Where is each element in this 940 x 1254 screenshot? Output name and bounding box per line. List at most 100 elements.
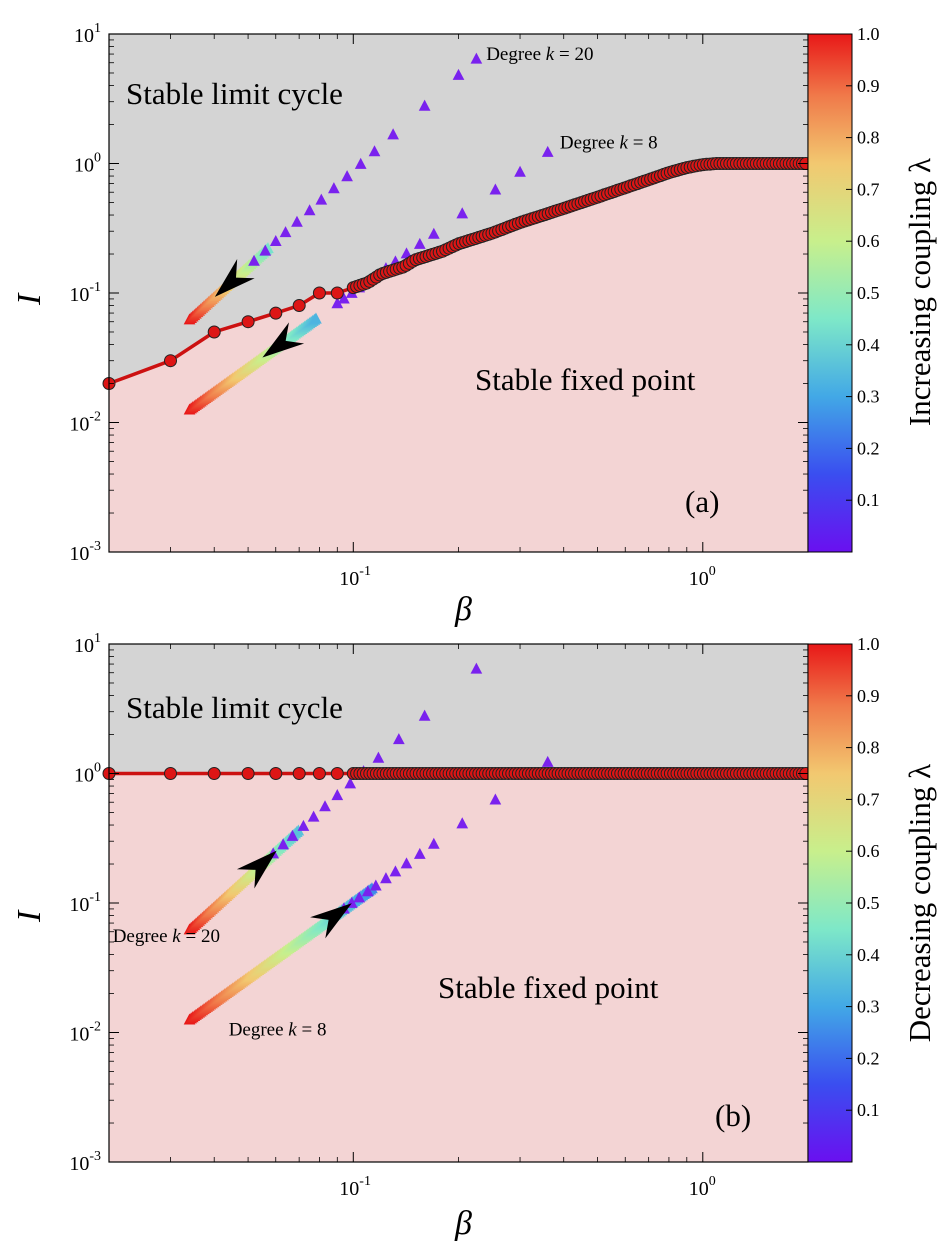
colorbar-tick-label: 0.1 xyxy=(857,1100,880,1120)
series-marker xyxy=(248,254,260,266)
colorbar-tick-label: 1.0 xyxy=(857,24,880,44)
series-marker xyxy=(541,145,554,157)
series-label-text: Degree xyxy=(486,44,546,65)
panel-b-y-axis-label: I xyxy=(11,909,48,923)
series-marker xyxy=(489,183,502,195)
series-marker xyxy=(418,99,431,111)
series-marker xyxy=(279,226,292,238)
colorbar-tick-label: 0.8 xyxy=(857,738,880,758)
panel-a-x-axis-label: β xyxy=(454,591,472,628)
panel-b-region-lower-label: Stable fixed point xyxy=(438,970,659,1005)
series-marker xyxy=(307,810,320,822)
series-marker xyxy=(413,237,426,249)
panel-a-colorbar xyxy=(807,33,853,553)
x-tick-exponent: 0 xyxy=(709,1174,716,1189)
x-tick-mantissa: 10 xyxy=(339,568,359,590)
colorbar-tick-label: 0.6 xyxy=(857,841,880,861)
series-marker xyxy=(354,157,367,169)
colorbar-tick-label: 0.3 xyxy=(857,997,880,1017)
colorbar-tick-label: 0.7 xyxy=(857,179,880,199)
y-tick-label: 100 xyxy=(74,151,101,177)
series-marker xyxy=(328,182,340,194)
colorbar-tick-label: 0.2 xyxy=(857,438,880,458)
x-tick-exponent: 0 xyxy=(709,564,716,579)
series-marker xyxy=(418,709,431,721)
x-tick-mantissa: 10 xyxy=(689,568,709,590)
x-tick-label: 100 xyxy=(689,564,716,590)
colorbar-tick-label: 0.4 xyxy=(857,945,880,965)
y-tick-mantissa: 10 xyxy=(69,1024,89,1046)
y-tick-exponent: -2 xyxy=(89,410,101,425)
series-marker xyxy=(380,872,392,884)
series-marker xyxy=(470,662,483,674)
colorbar-tick-label: 0.6 xyxy=(857,231,880,251)
y-tick-exponent: 0 xyxy=(94,761,101,776)
y-tick-exponent: -3 xyxy=(89,1149,101,1164)
boundary-marker xyxy=(312,286,326,300)
colorbar-tick-label: 0.4 xyxy=(857,335,880,355)
y-tick-label: 101 xyxy=(74,21,101,47)
y-tick-label: 101 xyxy=(74,631,101,657)
series-label-value: = 20 xyxy=(554,44,593,65)
series-label-text: Degree xyxy=(229,1019,289,1040)
boundary-marker xyxy=(269,767,283,780)
series-marker xyxy=(353,891,366,903)
x-tick-label: 10-1 xyxy=(339,1174,371,1200)
boundary-marker xyxy=(330,767,344,780)
series-marker xyxy=(269,235,282,247)
series-marker xyxy=(392,733,405,745)
series-marker xyxy=(400,247,413,259)
series-label-text: Degree xyxy=(113,926,173,947)
series-marker xyxy=(259,244,272,256)
y-tick-label: 10-1 xyxy=(69,890,101,916)
y-tick-exponent: -3 xyxy=(89,539,101,554)
x-tick-mantissa: 10 xyxy=(339,1178,359,1200)
panel-a-series-label-k8: Degree k = 8 xyxy=(560,133,658,154)
panel-a-series-label-k20: Degree k = 20 xyxy=(486,44,593,65)
y-tick-mantissa: 10 xyxy=(74,25,94,47)
colorbar-tick-label: 0.8 xyxy=(857,128,880,148)
panel-b-region-upper-label: Stable limit cycle xyxy=(126,690,343,725)
panel-a-series-0 xyxy=(183,52,483,325)
y-tick-label: 100 xyxy=(74,761,101,787)
panel-b-colorbar-ticks: 0.1 0.2 0.3 0.4 0.5 0.6 0.7 0.8 0.9 1.0 xyxy=(846,634,880,1120)
series-marker xyxy=(456,817,469,829)
x-tick-mantissa: 10 xyxy=(689,1178,709,1200)
series-marker xyxy=(303,204,316,216)
y-tick-mantissa: 10 xyxy=(69,284,89,306)
boundary-marker xyxy=(292,767,306,780)
series-marker xyxy=(452,68,465,80)
series-label-text: Degree xyxy=(560,133,620,154)
series-marker xyxy=(541,755,554,767)
series-label-k: k xyxy=(546,44,555,65)
x-tick-exponent: -1 xyxy=(359,1174,371,1189)
boundary-marker xyxy=(330,286,344,300)
series-marker xyxy=(400,857,413,869)
panel-b-x-axis-label: β xyxy=(454,1205,472,1242)
boundary-marker xyxy=(164,767,177,780)
y-tick-mantissa: 10 xyxy=(74,155,94,177)
series-label-k: k xyxy=(620,133,629,154)
panel-b-colorbar xyxy=(807,643,853,1163)
y-tick-exponent: -1 xyxy=(89,890,101,905)
panel-a-region-upper-label: Stable limit cycle xyxy=(126,76,343,111)
colorbar-tick-label: 1.0 xyxy=(857,634,880,654)
series-label-k: k xyxy=(172,926,181,947)
panel-b-label: (b) xyxy=(715,1098,751,1133)
series-marker xyxy=(319,800,331,812)
series-marker xyxy=(338,292,350,304)
series-marker xyxy=(341,170,353,182)
panel-a-y-axis-label: I xyxy=(11,292,48,306)
series-marker xyxy=(489,793,502,805)
panel-a-region-lower-label: Stable fixed point xyxy=(475,362,696,397)
y-tick-mantissa: 10 xyxy=(69,543,89,565)
series-label-value: = 8 xyxy=(628,133,658,154)
colorbar-tick-label: 0.3 xyxy=(857,387,880,407)
series-marker xyxy=(427,227,440,239)
panel-b-series-label-k20: Degree k = 20 xyxy=(113,926,220,947)
series-label-value: = 8 xyxy=(297,1019,327,1040)
boundary-marker xyxy=(241,315,255,329)
